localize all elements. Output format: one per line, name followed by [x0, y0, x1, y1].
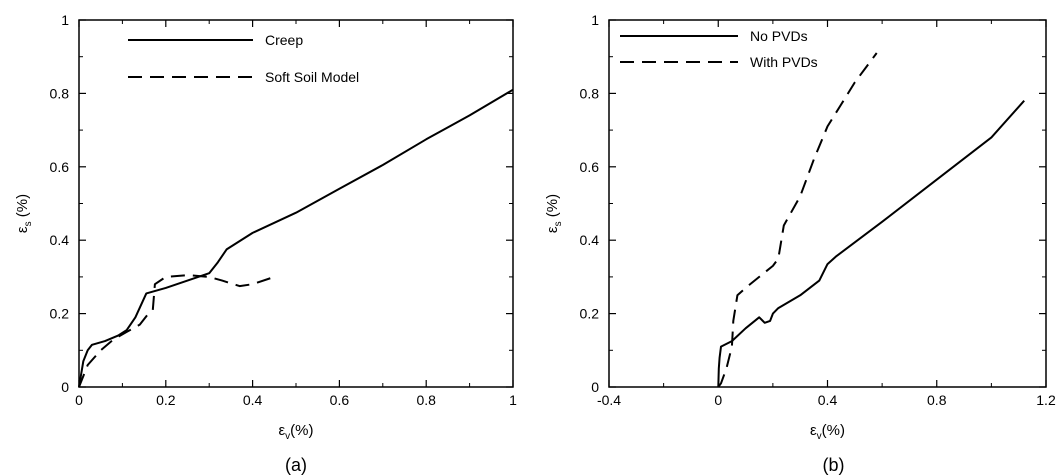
y-axis-label: εs (%)	[14, 194, 34, 233]
x-tick-label: 0.6	[330, 392, 350, 408]
legend-label: Soft Soil Model	[265, 69, 359, 85]
y-tick-label: 0	[591, 379, 599, 395]
y-tick-label: 0.2	[50, 306, 70, 322]
y-tick-label: 0.8	[50, 85, 70, 101]
legend-label: Creep	[265, 32, 303, 48]
plot-frame	[608, 19, 1047, 388]
y-tick-label: 0.6	[50, 159, 70, 175]
x-tick-label: 0.2	[156, 392, 176, 408]
panel-caption: (b)	[823, 455, 845, 475]
x-tick-label: 1	[509, 392, 517, 408]
x-axis-label: εv(%)	[278, 422, 313, 442]
panel-caption: (a)	[285, 455, 307, 475]
x-tick-label: 0.8	[927, 392, 947, 408]
x-tick-label: 0.4	[818, 392, 838, 408]
y-tick-label: 1	[61, 12, 69, 28]
y-tick-label: 1	[591, 12, 599, 28]
x-tick-label: 0	[75, 392, 83, 408]
y-axis-label: εs (%)	[544, 194, 564, 233]
legend-label: No PVDs	[750, 28, 808, 44]
x-tick-label: 0.4	[243, 392, 263, 408]
y-tick-label: 0.8	[580, 85, 600, 101]
y-tick-label: 0.2	[580, 306, 600, 322]
x-axis-label: εv(%)	[810, 422, 845, 442]
chart-panel-a: 0 0.2 0.4 0.6 0.8 1 0 0.2 0.4 0.6 0.8 1 εv(%) εs (%) C…	[14, 12, 517, 475]
series-line-no-pvds	[717, 100, 1025, 388]
x-tick-label: 0.8	[416, 392, 436, 408]
legend-label: With PVDs	[750, 54, 818, 70]
x-tick-label: 0	[714, 392, 722, 408]
y-tick-label: 0.4	[580, 232, 600, 248]
series-line-with-pvds	[717, 52, 878, 388]
series-line-soft-soil-model	[78, 274, 275, 388]
series-line-creep	[78, 88, 514, 388]
x-tick-label: 1.2	[1036, 392, 1056, 408]
y-tick-label: 0.4	[50, 232, 70, 248]
y-tick-label: 0.6	[580, 159, 600, 175]
y-tick-label: 0	[61, 379, 69, 395]
x-tick-label: -0.4	[597, 392, 621, 408]
